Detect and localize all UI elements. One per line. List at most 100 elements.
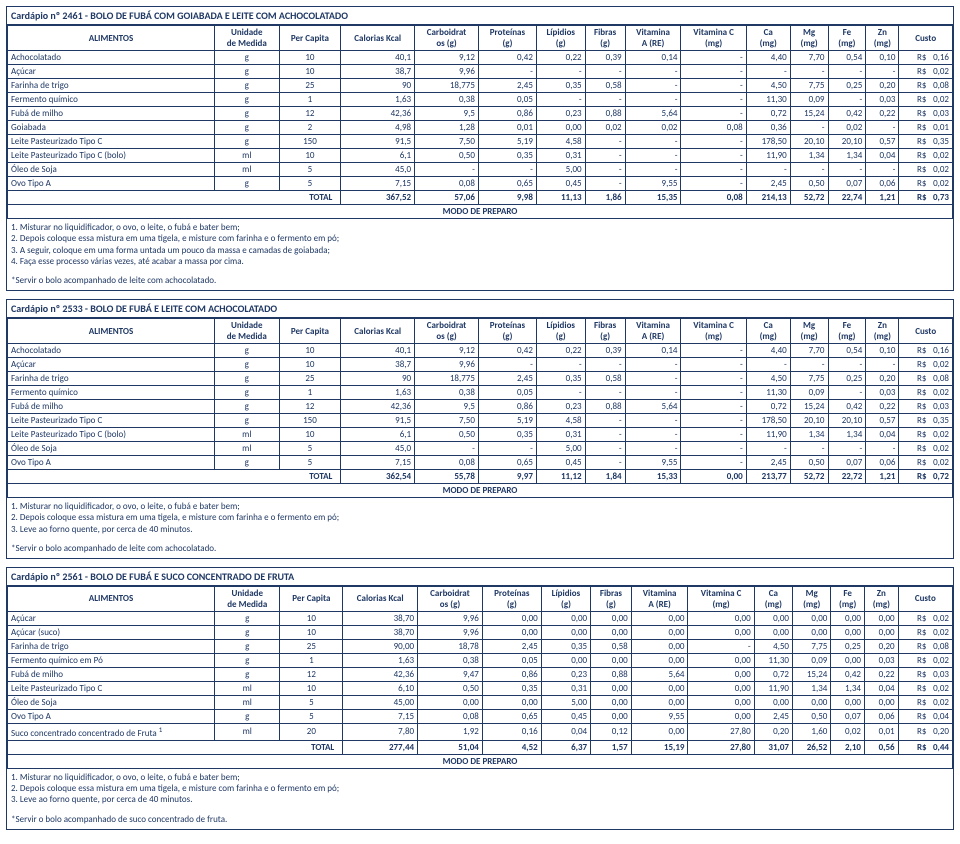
value: - [790, 65, 828, 79]
value: 0,06 [866, 177, 899, 191]
value: 0,00 [831, 625, 865, 639]
total-value: 4,52 [482, 740, 541, 754]
value: 0,00 [591, 611, 632, 625]
unit: g [215, 93, 280, 107]
total-value: 2,10 [831, 740, 865, 754]
value: 0,00 [631, 695, 688, 709]
value: 0,03 [864, 653, 898, 667]
value: 0,22 [536, 344, 585, 358]
value: 0,35 [478, 428, 536, 442]
value: - [681, 414, 746, 428]
custo: R$ 0,02 [898, 681, 952, 695]
value: 0,07 [828, 456, 866, 470]
unit: g [215, 344, 280, 358]
value: 5,19 [478, 135, 536, 149]
value: 0,00 [793, 695, 831, 709]
col-header: Proteínas(g) [482, 586, 541, 611]
value: 42,36 [341, 107, 415, 121]
value: 90 [341, 372, 415, 386]
custo: R$ 0,16 [899, 344, 953, 358]
value: 27,80 [688, 723, 754, 740]
value: - [478, 163, 536, 177]
total-custo: R$ 0,73 [899, 191, 953, 205]
value: - [585, 135, 625, 149]
value: - [625, 428, 681, 442]
per-capita: 12 [280, 667, 343, 681]
ingredient-name: Ovo Tipo A [8, 177, 215, 191]
custo: R$ 0,35 [899, 414, 953, 428]
value: - [866, 65, 899, 79]
value: - [585, 163, 625, 177]
value: 4,58 [536, 414, 585, 428]
value: 0,00 [793, 625, 831, 639]
value: 38,70 [343, 611, 418, 625]
value: - [478, 65, 536, 79]
ingredient-name: Leite Pasteurizado Tipo C [8, 414, 215, 428]
value: - [585, 149, 625, 163]
modo-preparo-header: MODO DE PREPARO [7, 205, 953, 219]
value: 0,22 [536, 51, 585, 65]
value: 45,0 [341, 163, 415, 177]
value: 0,38 [415, 93, 479, 107]
value: 0,00 [688, 681, 754, 695]
total-custo: R$ 0,72 [899, 470, 953, 484]
table-row: Farinha de trigog259018,7752,450,350,58-… [8, 372, 953, 386]
value: 11,30 [746, 386, 790, 400]
table-row: Achocolatadog1040,19,120,420,220,390,14-… [8, 344, 953, 358]
col-header: Vitamina C(mg) [688, 586, 754, 611]
table-row: Fermento químicog11,630,380,05----11,300… [8, 93, 953, 107]
ingredient-name: Achocolatado [8, 344, 215, 358]
table-row: Fermento químicog11,630,380,05----11,300… [8, 386, 953, 400]
value: 0,00 [591, 625, 632, 639]
value: 0,00 [541, 653, 590, 667]
total-row: TOTAL277,4451,044,526,371,5715,1927,8031… [8, 740, 953, 754]
per-capita: 10 [279, 344, 341, 358]
col-header: Mg(mg) [793, 586, 831, 611]
per-capita: 20 [280, 723, 343, 740]
custo: R$ 0,03 [899, 400, 953, 414]
total-custo: R$ 0,44 [898, 740, 952, 754]
unit: g [215, 107, 280, 121]
col-header: Custo [899, 319, 953, 344]
value: 0,00 [591, 681, 632, 695]
value: 11,30 [746, 93, 790, 107]
value: - [625, 442, 681, 456]
total-value: 1,21 [866, 191, 899, 205]
value: 5,19 [478, 414, 536, 428]
ingredient-name: Leite Pasteurizado Tipo C (bolo) [8, 428, 215, 442]
unit: g [215, 65, 280, 79]
total-value: 31,07 [754, 740, 792, 754]
value: 7,75 [793, 639, 831, 653]
unit: g [215, 51, 280, 65]
value: - [415, 442, 479, 456]
value: - [688, 639, 754, 653]
unit: g [215, 135, 280, 149]
value: 0,00 [688, 611, 754, 625]
value: 0,00 [864, 625, 898, 639]
value: 7,15 [341, 177, 415, 191]
custo: R$ 0,03 [899, 107, 953, 121]
instruction-line: 2. Depois coloque essa mistura em uma ti… [11, 512, 949, 523]
total-value: 11,13 [536, 191, 585, 205]
table-row: Leite Pasteurizado Tipo Cg15091,57,505,1… [8, 135, 953, 149]
value: 0,00 [754, 625, 792, 639]
value: 0,00 [831, 695, 865, 709]
col-header: Zn(mg) [864, 586, 898, 611]
value: 9,96 [415, 65, 479, 79]
table-row: Fermento químico em Póg11,630,380,050,00… [8, 653, 953, 667]
col-header: Per Capita [280, 586, 343, 611]
value: 0,00 [688, 625, 754, 639]
value: 0,42 [831, 667, 865, 681]
value: 9,12 [415, 51, 479, 65]
col-header: Ca(mg) [746, 26, 790, 51]
unit: g [215, 709, 280, 723]
cardapio-title: Cardápio nº 2561 - BOLO DE FUBÁ E SUCO C… [7, 568, 953, 586]
cardapio: Cardápio nº 2561 - BOLO DE FUBÁ E SUCO C… [6, 567, 954, 830]
value: 20,10 [828, 135, 866, 149]
ingredient-name: Farinha de trigo [8, 639, 215, 653]
value: 0,00 [631, 625, 688, 639]
value: 1,34 [790, 149, 828, 163]
custo: R$ 0,02 [898, 625, 952, 639]
col-header: Fibras(g) [585, 26, 625, 51]
value: 0,00 [831, 611, 865, 625]
